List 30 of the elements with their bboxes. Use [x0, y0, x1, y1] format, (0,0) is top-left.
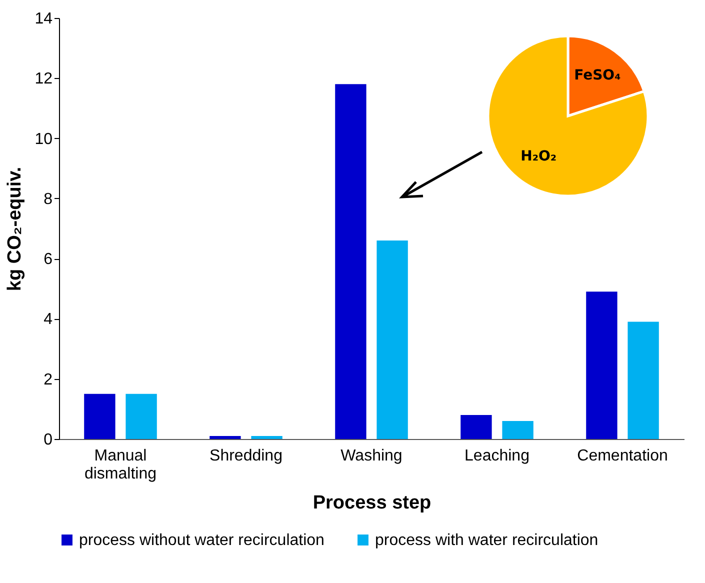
- legend-label: process with water recirculation: [375, 532, 598, 549]
- y-axis-title: kg CO₂-equiv.: [4, 166, 26, 292]
- y-tick-label: 8: [44, 190, 53, 208]
- x-tick-label: Cementation: [577, 448, 668, 464]
- bar: [84, 394, 116, 439]
- bar: [376, 240, 408, 439]
- y-tick-label: 6: [44, 251, 53, 268]
- y-tick-label: 0: [44, 432, 53, 448]
- slice-label: FeSO₄: [574, 68, 621, 84]
- bar: [502, 420, 534, 439]
- y-tick-label: 12: [34, 70, 53, 88]
- y-tick-label: 14: [34, 10, 53, 28]
- x-tick-label: Washing: [340, 448, 402, 464]
- bar: [335, 84, 366, 439]
- pie-slice: [486, 34, 650, 198]
- x-axis-title: Process step: [312, 492, 432, 514]
- x-tick-label: Leaching: [464, 448, 530, 464]
- y-tick-label: 2: [44, 371, 53, 388]
- x-tick-label: Manual dismalting: [84, 448, 157, 482]
- bar: [126, 394, 157, 439]
- bar: [586, 292, 618, 439]
- bar: [251, 436, 282, 439]
- y-tick-label: 4: [44, 311, 53, 328]
- x-tick-label: Shredding: [210, 448, 282, 464]
- bar: [628, 322, 659, 439]
- slice-label: H₂O₂: [520, 148, 557, 164]
- bar: [460, 414, 492, 439]
- y-tick-label: 10: [34, 130, 53, 148]
- legend-label: process without water recirculation: [79, 532, 324, 549]
- bar: [210, 436, 241, 439]
